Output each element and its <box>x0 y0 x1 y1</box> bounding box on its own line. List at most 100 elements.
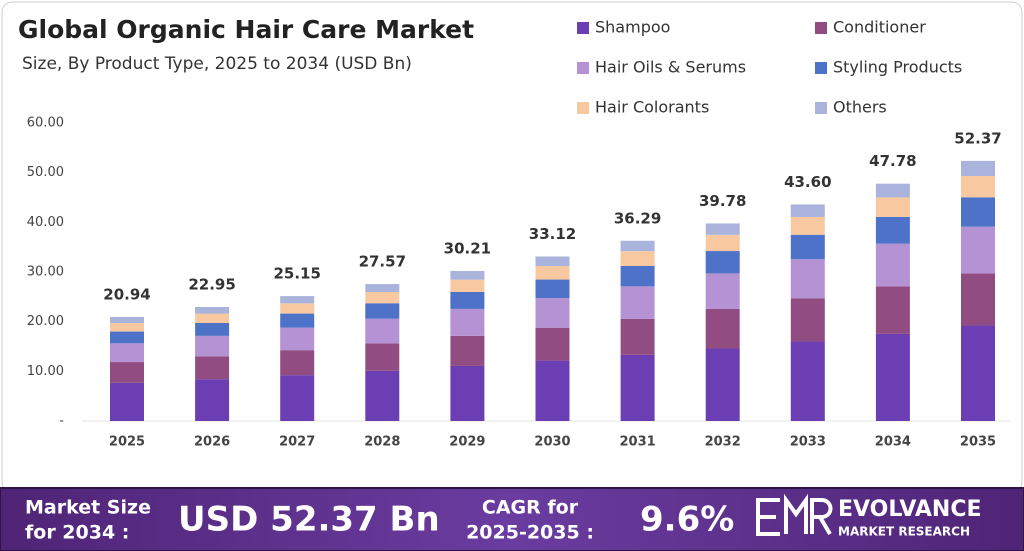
bar-segment <box>961 197 995 227</box>
y-tick-label: 60.00 <box>27 116 64 131</box>
y-tick-label: 40.00 <box>27 215 64 230</box>
bar-segment <box>535 298 570 328</box>
total-label: 22.95 <box>188 276 235 294</box>
legend-label: Shampoo <box>595 18 670 37</box>
total-label: 52.37 <box>954 129 1001 147</box>
total-label: 36.29 <box>614 209 661 227</box>
bar-segment <box>620 354 655 421</box>
bar-segment <box>450 365 485 421</box>
bar-segment <box>620 318 655 355</box>
chart-subtitle: Size, By Product Type, 2025 to 2034 (USD… <box>22 54 412 74</box>
bar-segment <box>195 335 230 357</box>
bar-segment <box>790 298 825 342</box>
bar-segment <box>195 356 230 380</box>
x-tick-label: 2025 <box>109 435 145 450</box>
bar-segment <box>280 313 315 328</box>
legend-label: Conditioner <box>833 18 926 37</box>
bar-segment <box>705 223 740 235</box>
bar-segment <box>365 318 400 344</box>
bar-segment <box>110 362 144 383</box>
bar-segment <box>535 266 570 280</box>
bar-segment <box>110 323 144 332</box>
bar-segment <box>195 313 230 324</box>
chart-title: Global Organic Hair Care Market <box>18 15 474 44</box>
footer-label: for 2034 : <box>25 522 129 544</box>
bar-segment <box>195 379 230 421</box>
legend-swatch <box>815 102 827 114</box>
y-tick-label: - <box>59 414 64 429</box>
bar-segment <box>535 327 570 361</box>
bar-segment <box>875 216 910 244</box>
legend-swatch <box>577 62 589 74</box>
bar-segment <box>450 279 485 292</box>
bar-segment <box>790 341 825 421</box>
footer-value: USD 52.37 Bn <box>178 500 440 540</box>
bar-segment <box>620 286 655 319</box>
total-label: 25.15 <box>273 265 320 283</box>
bar-segment <box>961 273 995 326</box>
bar-segment <box>280 303 315 314</box>
footer-label: Market Size <box>25 497 151 519</box>
bar-segment <box>620 240 655 252</box>
bar-segment <box>450 291 485 309</box>
total-label: 39.78 <box>699 192 746 210</box>
x-tick-label: 2033 <box>790 435 826 450</box>
bar-segment <box>535 279 570 299</box>
legend-label: Hair Colorants <box>595 98 709 117</box>
total-label: 43.60 <box>784 173 831 191</box>
x-tick-label: 2030 <box>534 435 570 450</box>
footer-value: 9.6% <box>640 500 734 540</box>
y-tick-label: 20.00 <box>27 314 64 329</box>
bar-segment <box>365 292 400 304</box>
bar-segment <box>365 284 400 293</box>
x-tick-label: 2029 <box>449 435 485 450</box>
bar-segment <box>195 307 230 314</box>
total-label: 20.94 <box>103 285 150 303</box>
legend: Shampoo Conditioner Hair Oils & Serums Styl… <box>577 18 962 117</box>
bar-segment <box>875 197 910 217</box>
bar-segment <box>620 265 655 287</box>
bar-segment <box>110 382 144 421</box>
footer-label: CAGR for <box>482 497 579 519</box>
plot: - 10.00 20.00 30.00 40.00 50.00 60.00 2025 20.94… <box>27 116 1010 450</box>
logo-icon <box>756 493 833 536</box>
bar-segment <box>535 256 570 267</box>
total-label: 30.21 <box>444 239 491 257</box>
bar-segment <box>790 259 825 299</box>
bar-segment <box>875 286 910 334</box>
bar-segment <box>450 335 485 366</box>
total-label: 27.57 <box>359 253 406 271</box>
bar-segment <box>620 251 655 266</box>
x-tick-label: 2032 <box>705 435 741 450</box>
footer-band <box>0 487 1024 551</box>
legend-swatch <box>815 62 827 74</box>
bar-segment <box>705 273 740 309</box>
total-label: 47.78 <box>869 152 916 170</box>
legend-label: Hair Oils & Serums <box>595 58 746 77</box>
bar-segment <box>790 234 825 260</box>
x-tick-label: 2026 <box>194 435 230 450</box>
x-tick-label: 2034 <box>875 435 911 450</box>
bar-segment <box>961 325 995 421</box>
bar-segment <box>790 216 825 235</box>
x-tick-label: 2027 <box>279 435 315 450</box>
bar-segment <box>280 350 315 376</box>
bar-segment <box>875 333 910 421</box>
bar-segment <box>875 183 910 198</box>
footer-label: 2025-2035 : <box>466 522 594 544</box>
x-tick-label: 2031 <box>620 435 656 450</box>
legend-swatch <box>577 102 589 114</box>
legend-swatch <box>577 22 589 34</box>
y-tick-label: 10.00 <box>27 364 64 379</box>
bar-segment <box>280 296 315 304</box>
legend-swatch <box>815 22 827 34</box>
x-tick-label: 2028 <box>364 435 400 450</box>
bar-segment <box>365 343 400 371</box>
bar-segment <box>110 316 144 324</box>
bar-segment <box>195 323 230 336</box>
total-label: 33.12 <box>529 225 576 243</box>
bar-segment <box>110 331 144 344</box>
y-tick-label: 50.00 <box>27 165 64 180</box>
bar-segment <box>705 308 740 349</box>
